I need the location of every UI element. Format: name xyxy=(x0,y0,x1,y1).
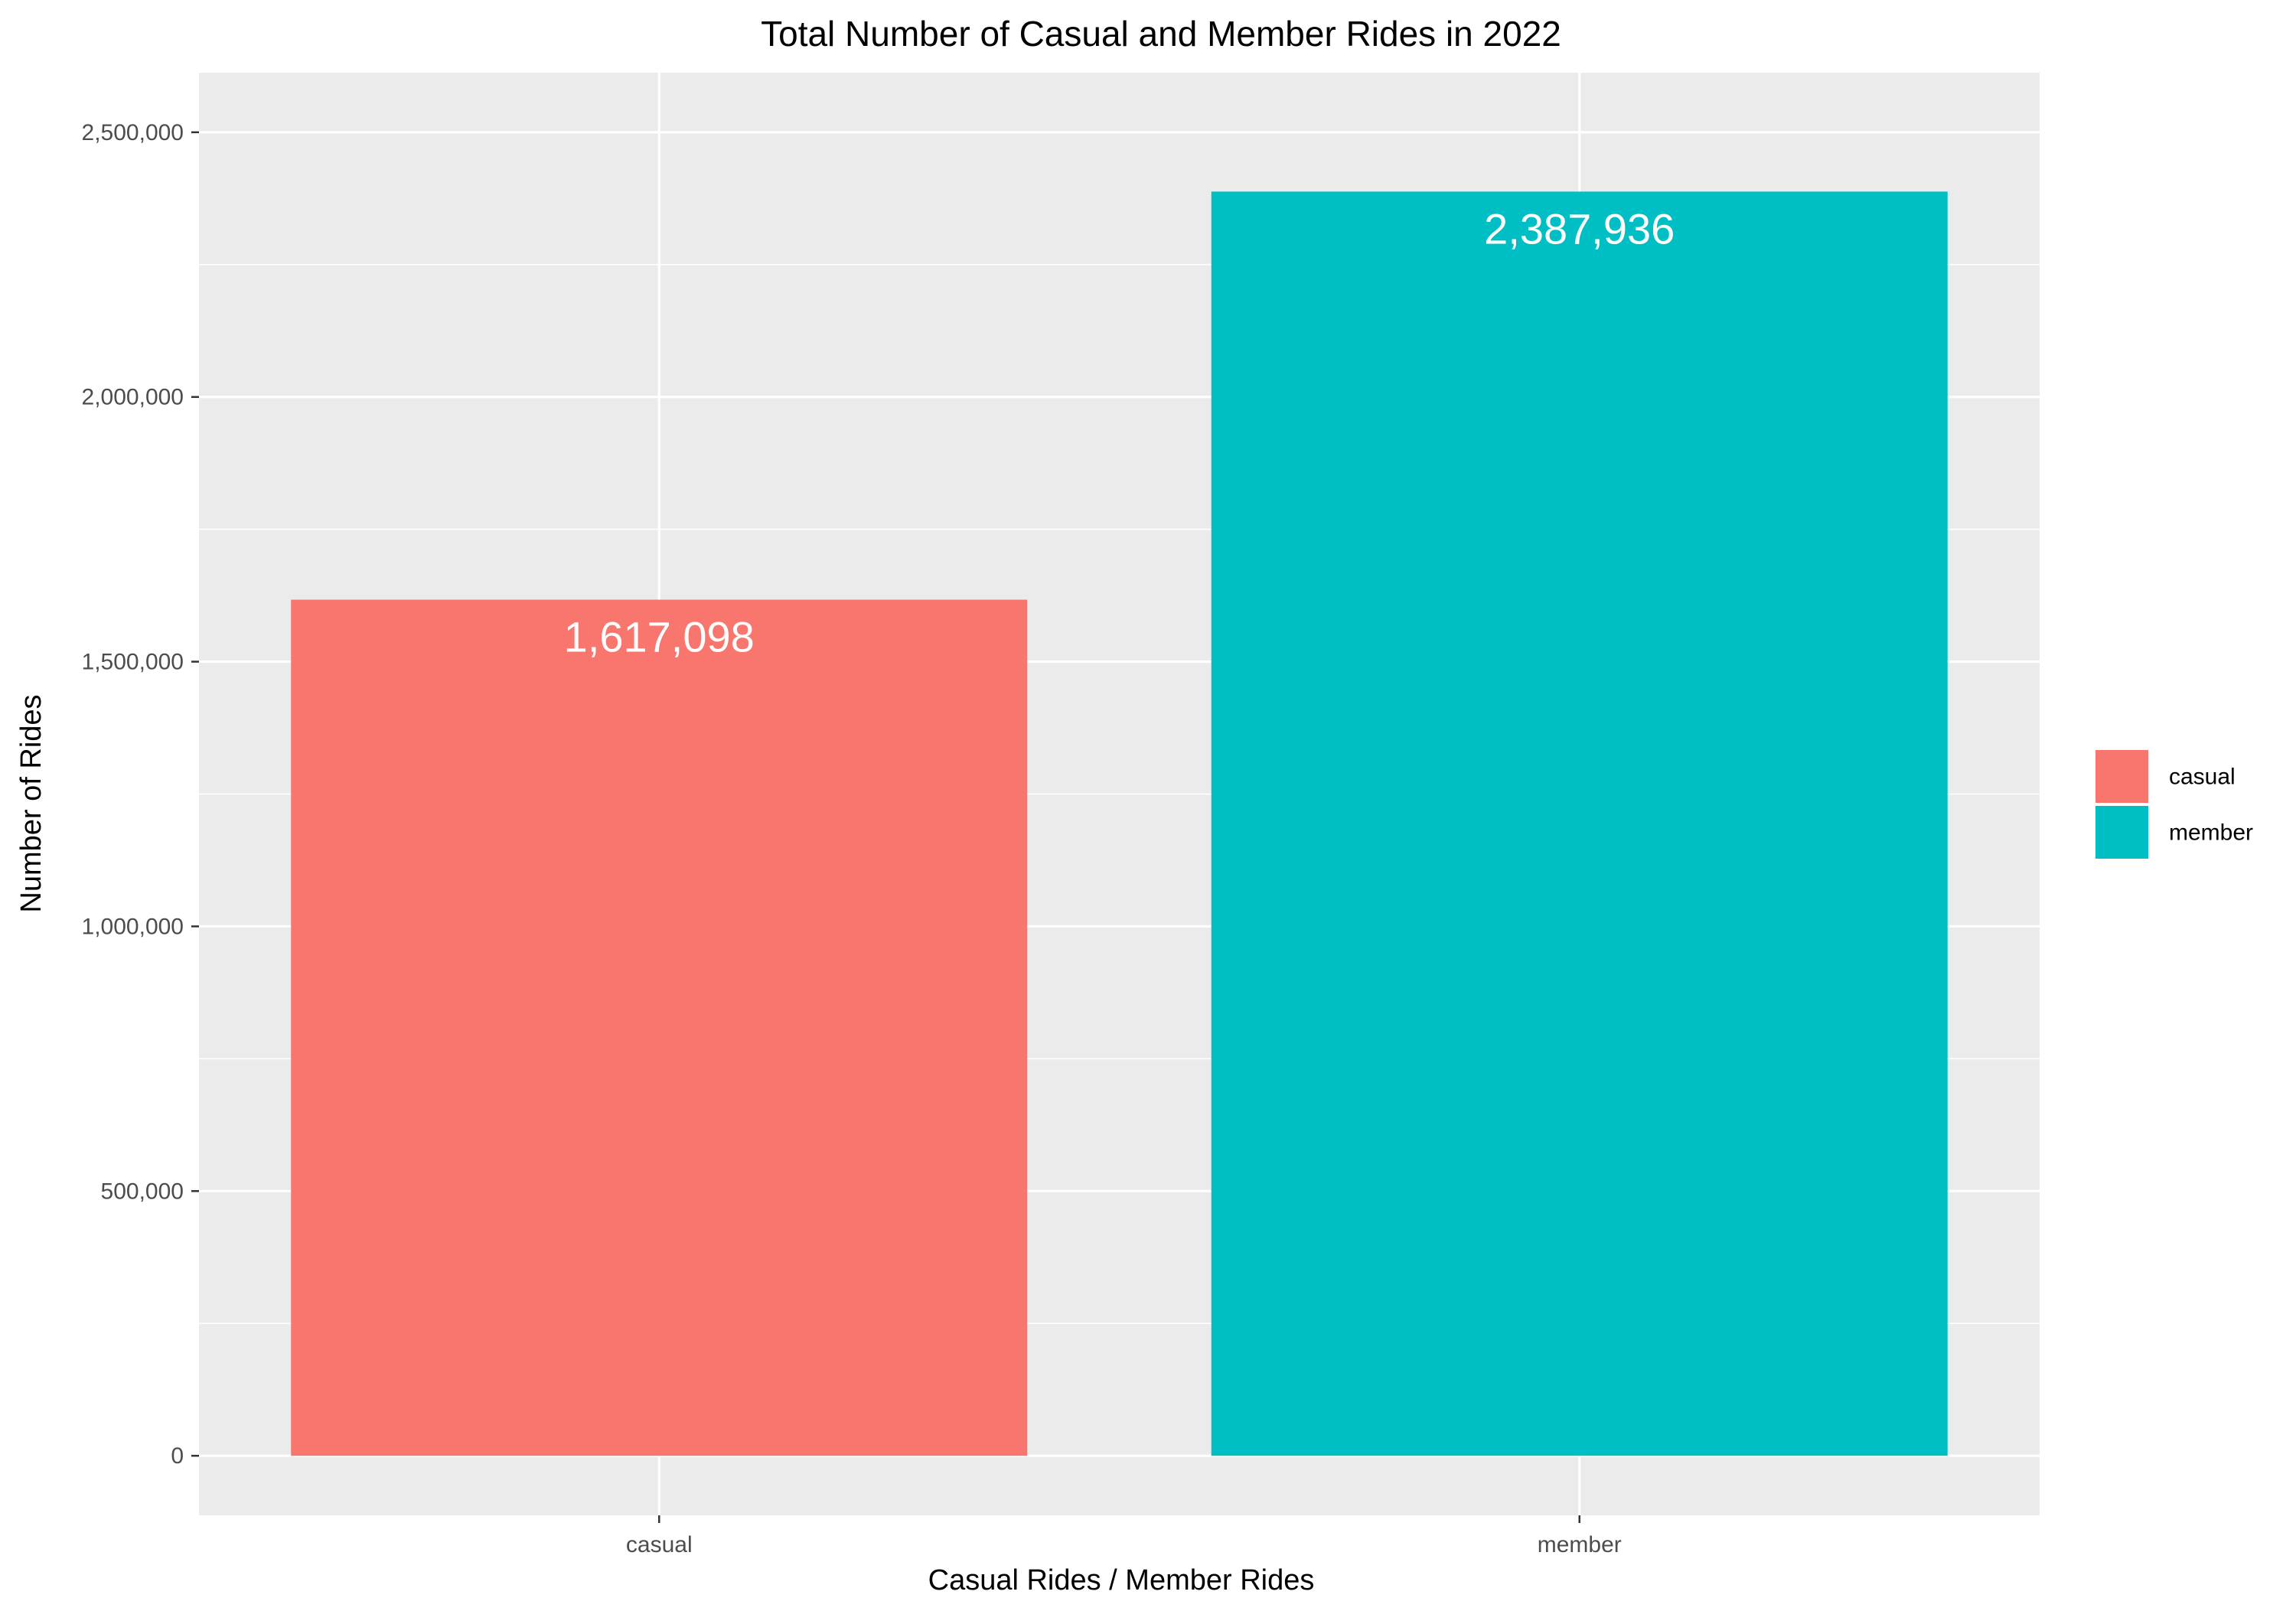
x-axis: casual member xyxy=(626,1515,1622,1557)
legend-label-casual: casual xyxy=(2169,765,2236,790)
legend-label-member: member xyxy=(2169,820,2253,846)
bar-member xyxy=(1211,191,1948,1456)
bar-data-labels: 1,617,098 2,387,936 xyxy=(564,204,1675,660)
y-tick-label: 2,500,000 xyxy=(82,120,184,145)
x-axis-title: Casual Rides / Member Rides xyxy=(928,1564,1315,1596)
y-tick-label: 2,000,000 xyxy=(82,385,184,410)
chart-title: Total Number of Casual and Member Rides … xyxy=(761,14,1561,54)
bar-casual xyxy=(291,599,1028,1456)
y-tick-label: 1,500,000 xyxy=(82,650,184,675)
y-tick-label: 1,000,000 xyxy=(82,914,184,939)
x-tick-label: member xyxy=(1538,1532,1622,1557)
y-tick-label: 500,000 xyxy=(101,1179,184,1204)
x-tick-label: casual xyxy=(626,1532,693,1557)
y-axis: 0 500,000 1,000,000 1,500,000 2,000,000 2,500… xyxy=(82,120,199,1469)
legend: casual member xyxy=(2095,750,2253,859)
bar-data-label-casual: 1,617,098 xyxy=(564,613,755,661)
legend-key-member xyxy=(2095,806,2148,859)
bars xyxy=(291,191,1948,1456)
legend-key-casual xyxy=(2095,750,2148,803)
bar-data-label-member: 2,387,936 xyxy=(1484,204,1675,253)
y-axis-title: Number of Rides xyxy=(15,694,47,912)
y-tick-label: 0 xyxy=(171,1443,184,1469)
